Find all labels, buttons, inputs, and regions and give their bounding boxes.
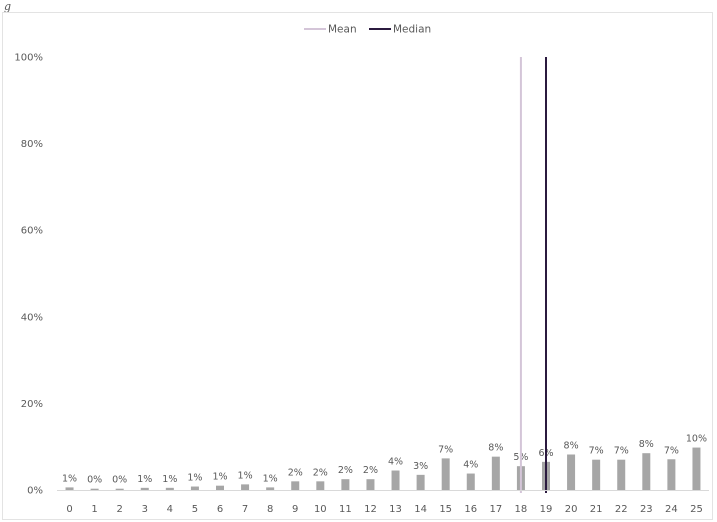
y-tick-label: 40%	[21, 312, 43, 323]
data-label: 1%	[263, 473, 278, 484]
data-label: 1%	[187, 473, 202, 484]
data-label: 10%	[686, 434, 707, 445]
x-tick-label: 6	[217, 504, 223, 515]
x-tick-label: 15	[439, 504, 452, 515]
x-tick-label: 10	[314, 504, 327, 515]
x-tick-label: 24	[665, 504, 678, 515]
x-tick-label: 21	[590, 504, 603, 515]
x-tick-label: 18	[515, 504, 528, 515]
bar	[291, 481, 300, 490]
bar	[416, 474, 425, 490]
data-labels: 1%0%0%1%1%1%1%1%1%2%2%2%2%4%3%7%4%8%5%6%…	[62, 434, 707, 486]
x-tick-label: 19	[540, 504, 553, 515]
bar	[316, 481, 325, 490]
x-tick-label: 20	[565, 504, 578, 515]
bar	[491, 456, 500, 490]
reference-lines	[519, 57, 547, 493]
x-axis: 0 1 2 3 4 5 6 7 8 9 10 11 12 13 14 15 16 17 18 19 20 21 22 23 24…	[57, 490, 709, 515]
bar	[165, 487, 174, 490]
chart-legend: Mean Median	[304, 24, 431, 36]
x-tick-label: 12	[364, 504, 377, 515]
data-label: 1%	[162, 474, 177, 485]
x-tick-label: 4	[167, 504, 173, 515]
data-label: 1%	[137, 474, 152, 485]
y-tick-label: 20%	[21, 399, 43, 410]
x-tick-label: 16	[464, 504, 477, 515]
x-tick-label: 5	[192, 504, 198, 515]
data-label: 2%	[338, 465, 353, 476]
data-label: 0%	[87, 475, 102, 486]
data-label: 7%	[589, 446, 604, 457]
x-tick-label: 13	[389, 504, 402, 515]
x-tick-label: 17	[489, 504, 502, 515]
bar	[692, 447, 701, 490]
data-label: 7%	[614, 446, 629, 457]
x-tick-label: 8	[267, 504, 273, 515]
data-label: 4%	[388, 457, 403, 468]
data-label: 1%	[238, 470, 253, 481]
x-tick-label: 2	[117, 504, 123, 515]
bar	[65, 487, 74, 490]
y-tick-label: 100%	[14, 53, 43, 64]
x-tick-label: 25	[690, 504, 703, 515]
x-tick-label: 22	[615, 504, 628, 515]
bar	[266, 487, 275, 490]
bar	[190, 486, 199, 490]
legend-label-median: Median	[393, 24, 431, 36]
data-label: 8%	[564, 440, 579, 451]
data-label: 7%	[664, 445, 679, 456]
data-label: 3%	[413, 461, 428, 472]
bar	[466, 473, 475, 490]
bar	[441, 458, 450, 490]
chart-frame	[2, 12, 713, 520]
bar	[642, 453, 651, 490]
bar	[216, 485, 224, 490]
bar	[592, 459, 601, 490]
y-tick-label: 60%	[21, 226, 43, 237]
bars	[65, 447, 701, 490]
x-tick-label: 0	[66, 504, 72, 515]
data-label: 2%	[288, 467, 303, 478]
data-label: 1%	[62, 473, 77, 484]
data-label: 1%	[212, 472, 227, 483]
legend-label-mean: Mean	[328, 24, 357, 36]
bar	[366, 479, 375, 490]
bar	[241, 484, 250, 490]
y-tick-label: 0%	[27, 486, 43, 497]
bar	[391, 470, 400, 490]
bar	[667, 459, 676, 490]
data-label: 8%	[639, 439, 654, 450]
x-tick-label: 23	[640, 504, 653, 515]
x-tick-label: 3	[142, 504, 148, 515]
y-tick-label: 80%	[21, 139, 43, 150]
x-tick-label: 1	[91, 504, 97, 515]
bar	[617, 459, 626, 490]
bar	[115, 488, 124, 490]
bar	[567, 454, 576, 490]
data-label: 2%	[313, 467, 328, 478]
bar	[90, 488, 99, 490]
x-tick-label: 14	[414, 504, 427, 515]
data-label: 7%	[438, 444, 453, 455]
data-label: 2%	[363, 465, 378, 476]
bar	[140, 487, 149, 490]
page-label: g	[4, 0, 12, 13]
data-label: 0%	[112, 475, 127, 486]
bar	[341, 479, 350, 490]
x-tick-label: 7	[242, 504, 248, 515]
y-axis: 0% 20% 40% 60% 80% 100%	[14, 53, 43, 497]
x-tick-label: 11	[339, 504, 352, 515]
data-label: 4%	[463, 460, 478, 471]
data-label: 8%	[488, 443, 503, 454]
x-tick-label: 9	[292, 504, 298, 515]
